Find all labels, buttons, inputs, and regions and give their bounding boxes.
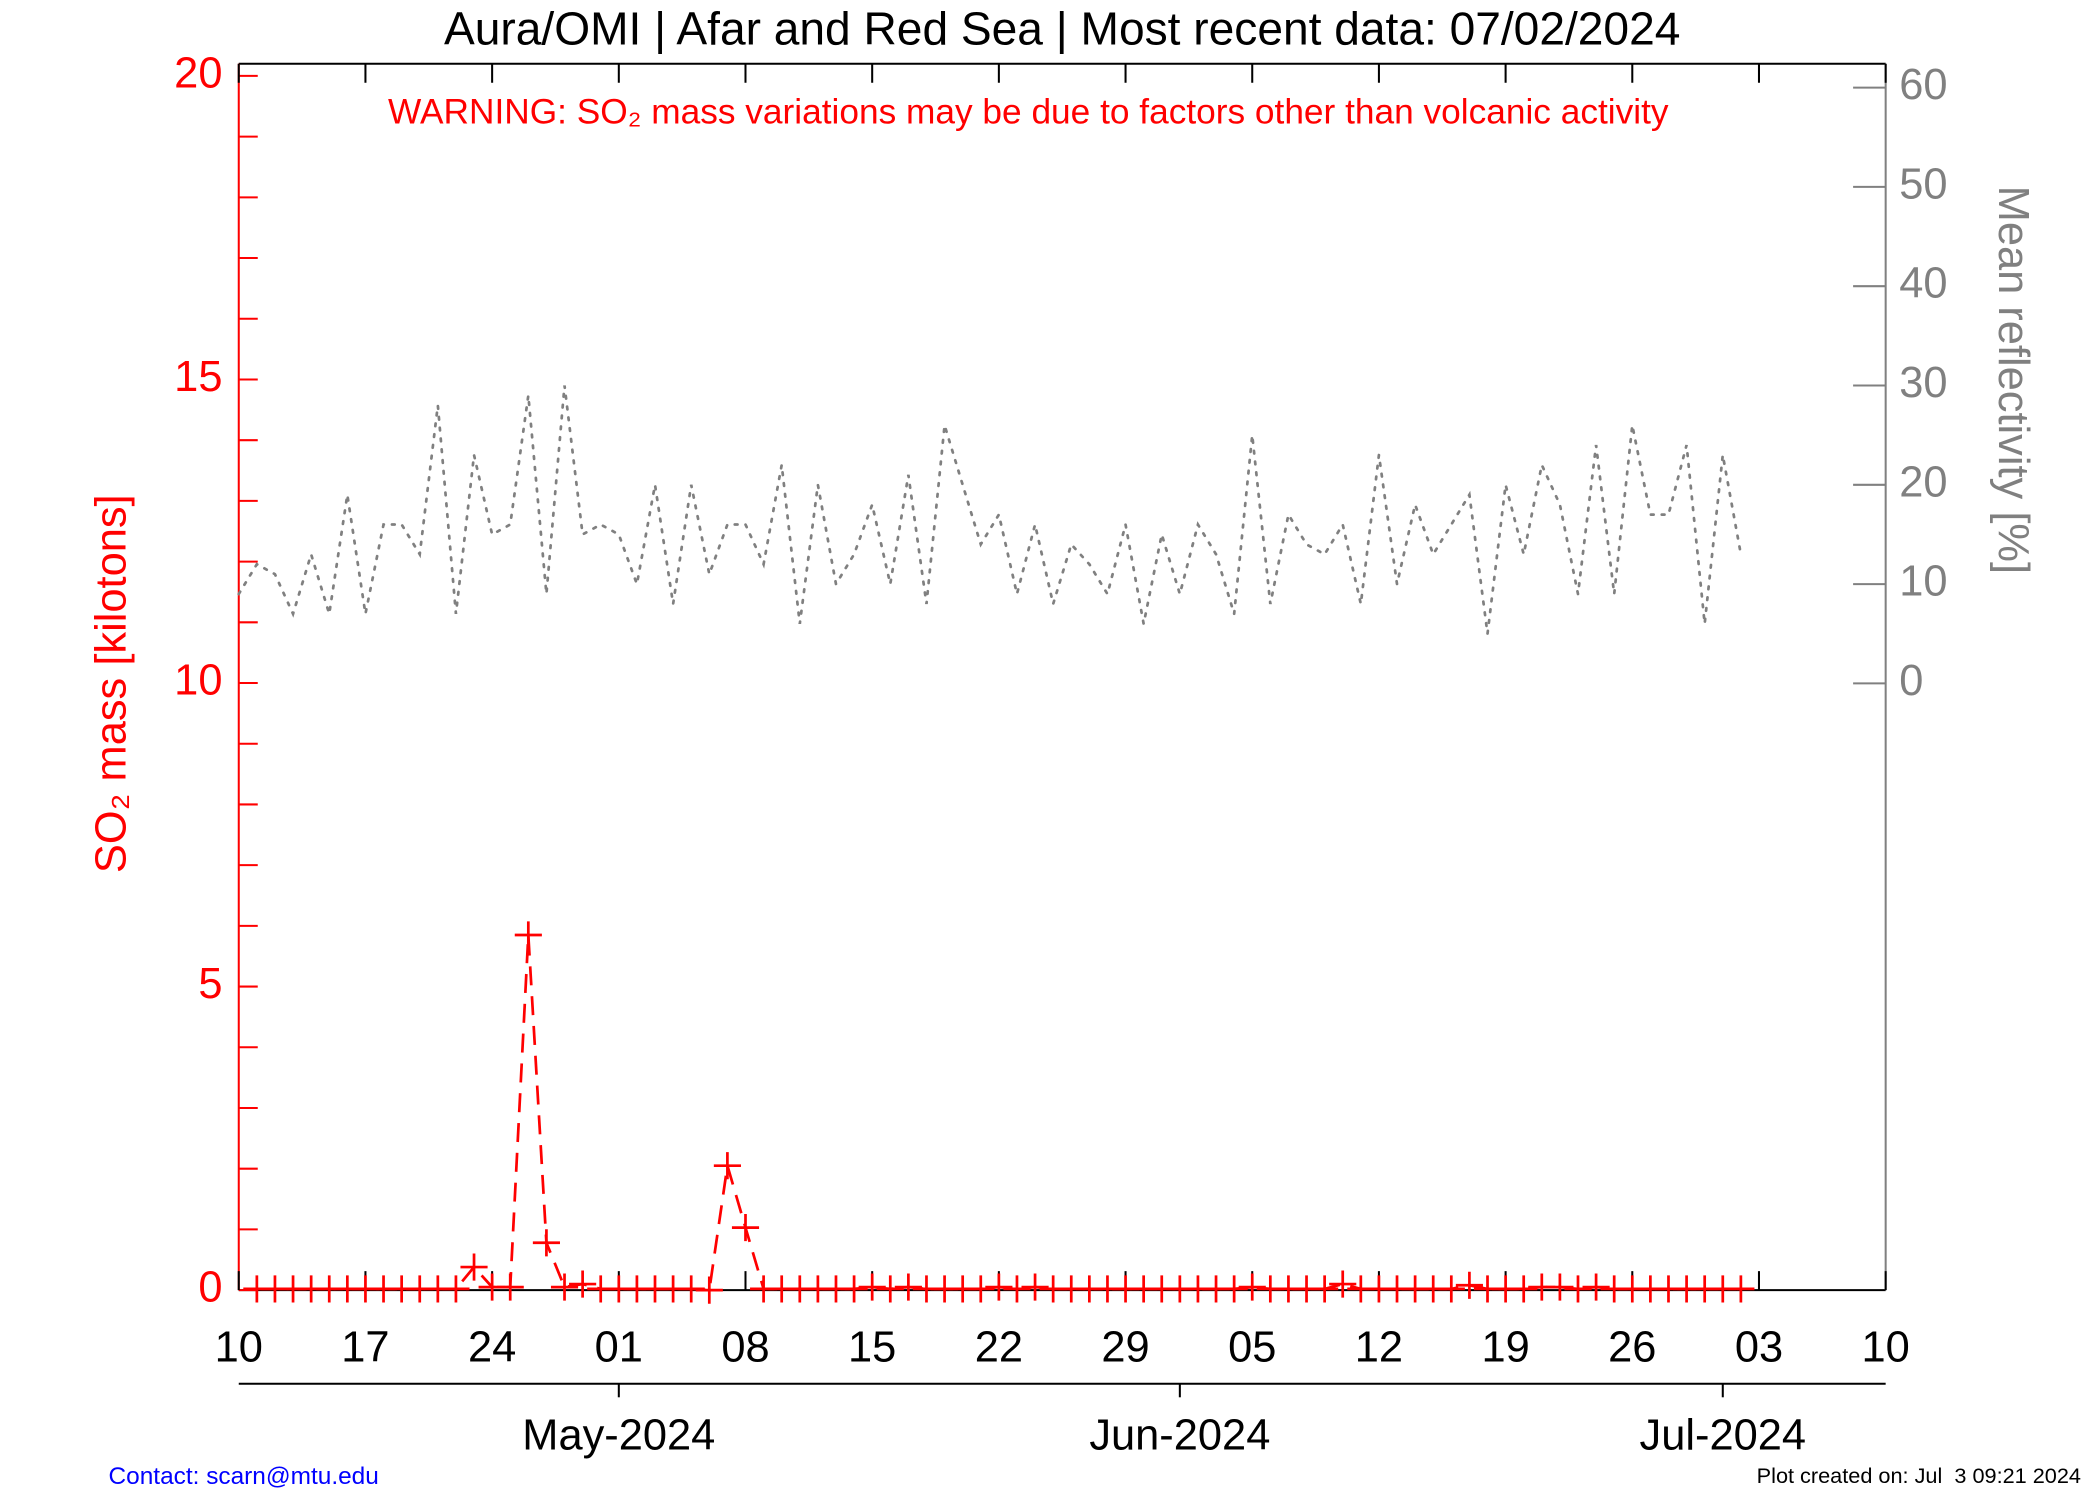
- so2-marker: [1437, 1275, 1465, 1303]
- x-tick-label: 01: [595, 1323, 643, 1371]
- x-tick-label: 19: [1481, 1323, 1529, 1371]
- so2-marker: [858, 1273, 886, 1301]
- y2-tick-label: 30: [1899, 359, 1947, 407]
- so2-marker: [894, 1273, 922, 1301]
- y2-axis-label: Mean reflectivity [%]: [1989, 186, 2037, 574]
- y-axis-label: SO₂ mass [kilotons]: [87, 494, 135, 873]
- so2-marker: [731, 1214, 760, 1242]
- y2-tick-label: 50: [1899, 160, 1947, 208]
- x-tick-label: 22: [975, 1323, 1023, 1371]
- so2-marker: [1003, 1275, 1031, 1303]
- month-label: May-2024: [522, 1411, 715, 1459]
- so2-marker: [460, 1253, 488, 1281]
- y2-tick-label: 10: [1899, 558, 1947, 606]
- y-tick-label: 0: [198, 1264, 222, 1312]
- y-tick-label: 20: [174, 49, 222, 97]
- x-tick-label: 10: [1862, 1323, 1910, 1371]
- so2-marker: [713, 1152, 741, 1180]
- so2-marker: [514, 921, 542, 949]
- series-line: [256, 934, 1741, 1292]
- x-tick-label: 29: [1101, 1323, 1149, 1371]
- so2-marker: [1238, 1273, 1266, 1301]
- y-tick-label: 15: [174, 353, 222, 401]
- chart-title: Aura/OMI | Afar and Red Sea | Most recen…: [444, 3, 1680, 55]
- so2-marker: [1546, 1273, 1574, 1301]
- x-tick-label: 26: [1608, 1323, 1656, 1371]
- y2-tick-label: 0: [1899, 657, 1923, 705]
- so2-marker: [985, 1273, 1013, 1301]
- y-tick-label: 5: [198, 960, 222, 1008]
- so2-marker: [1455, 1271, 1483, 1299]
- so2-marker: [1510, 1275, 1538, 1303]
- x-tick-label: 12: [1355, 1323, 1403, 1371]
- warning-annotation: WARNING: SO₂ mass variations may be due …: [388, 92, 1669, 131]
- so2-marker: [1021, 1273, 1049, 1301]
- series-line: [237, 385, 1743, 634]
- so2-marker: [1311, 1275, 1339, 1303]
- so2-marker: [496, 1273, 524, 1301]
- x-tick-label: 15: [848, 1323, 896, 1371]
- so2-marker: [550, 1273, 579, 1301]
- x-tick-label: 05: [1228, 1323, 1276, 1371]
- x-tick-label: 17: [341, 1323, 389, 1371]
- so2-marker: [695, 1276, 723, 1304]
- created-note: Plot created on: Jul 3 09:21 2024: [1757, 1463, 2081, 1488]
- x-tick-label: 24: [468, 1323, 516, 1371]
- y2-tick-label: 60: [1899, 61, 1947, 109]
- contact: Contact: scarn@mtu.edu: [109, 1463, 379, 1490]
- x-tick-label: 03: [1735, 1323, 1783, 1371]
- month-label: Jun-2024: [1089, 1411, 1270, 1459]
- so2-marker: [569, 1270, 597, 1298]
- so2-marker: [876, 1275, 904, 1303]
- so2-marker: [442, 1275, 470, 1303]
- so2-marker: [532, 1229, 560, 1257]
- x-tick-label: 10: [215, 1323, 263, 1371]
- y-tick-label: 10: [174, 656, 222, 704]
- x-tick-label: 08: [721, 1323, 769, 1371]
- month-label: Jul-2024: [1640, 1411, 1807, 1459]
- so2-marker: [1220, 1275, 1248, 1303]
- so2-marker: [1329, 1270, 1357, 1298]
- y2-tick-label: 20: [1899, 458, 1947, 506]
- y2-tick-label: 40: [1899, 260, 1947, 308]
- so2-marker: [1727, 1275, 1755, 1303]
- so2-marker: [1564, 1275, 1592, 1303]
- so2-marker: [840, 1275, 868, 1303]
- so2-marker: [1582, 1273, 1610, 1301]
- so2-marker: [967, 1275, 995, 1303]
